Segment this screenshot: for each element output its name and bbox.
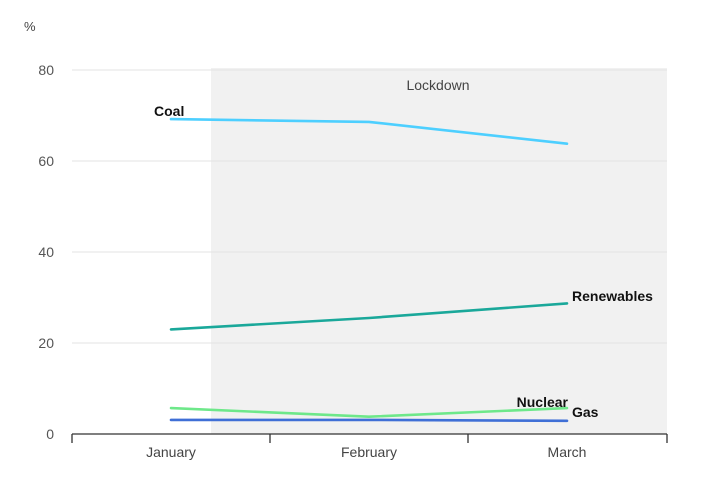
x-tick-label: February — [341, 444, 397, 460]
series-label-renewables: Renewables — [572, 288, 653, 304]
x-tick-label: January — [146, 444, 196, 460]
x-axis: January February March — [71, 433, 668, 460]
series-line-gas — [169, 418, 569, 423]
series-label-nuclear: Nuclear — [517, 394, 569, 410]
lockdown-label: Lockdown — [406, 77, 469, 93]
series-line-coal — [169, 117, 569, 145]
y-tick-label: 80 — [38, 62, 54, 78]
y-tick-label: 40 — [38, 244, 54, 260]
series-label-gas: Gas — [572, 404, 599, 420]
y-unit-label: % — [24, 19, 36, 34]
series-line-renewables — [169, 302, 569, 331]
y-axis-ticks: 0 20 40 60 80 — [38, 62, 54, 442]
gridlines — [72, 69, 667, 344]
series-lines — [169, 117, 569, 423]
lockdown-shaded-region — [211, 68, 667, 434]
y-tick-label: 60 — [38, 153, 54, 169]
x-tick-label: March — [548, 444, 587, 460]
y-tick-label: 0 — [46, 426, 54, 442]
series-line-nuclear — [169, 406, 569, 419]
y-tick-label: 20 — [38, 335, 54, 351]
series-label-coal: Coal — [154, 103, 184, 119]
